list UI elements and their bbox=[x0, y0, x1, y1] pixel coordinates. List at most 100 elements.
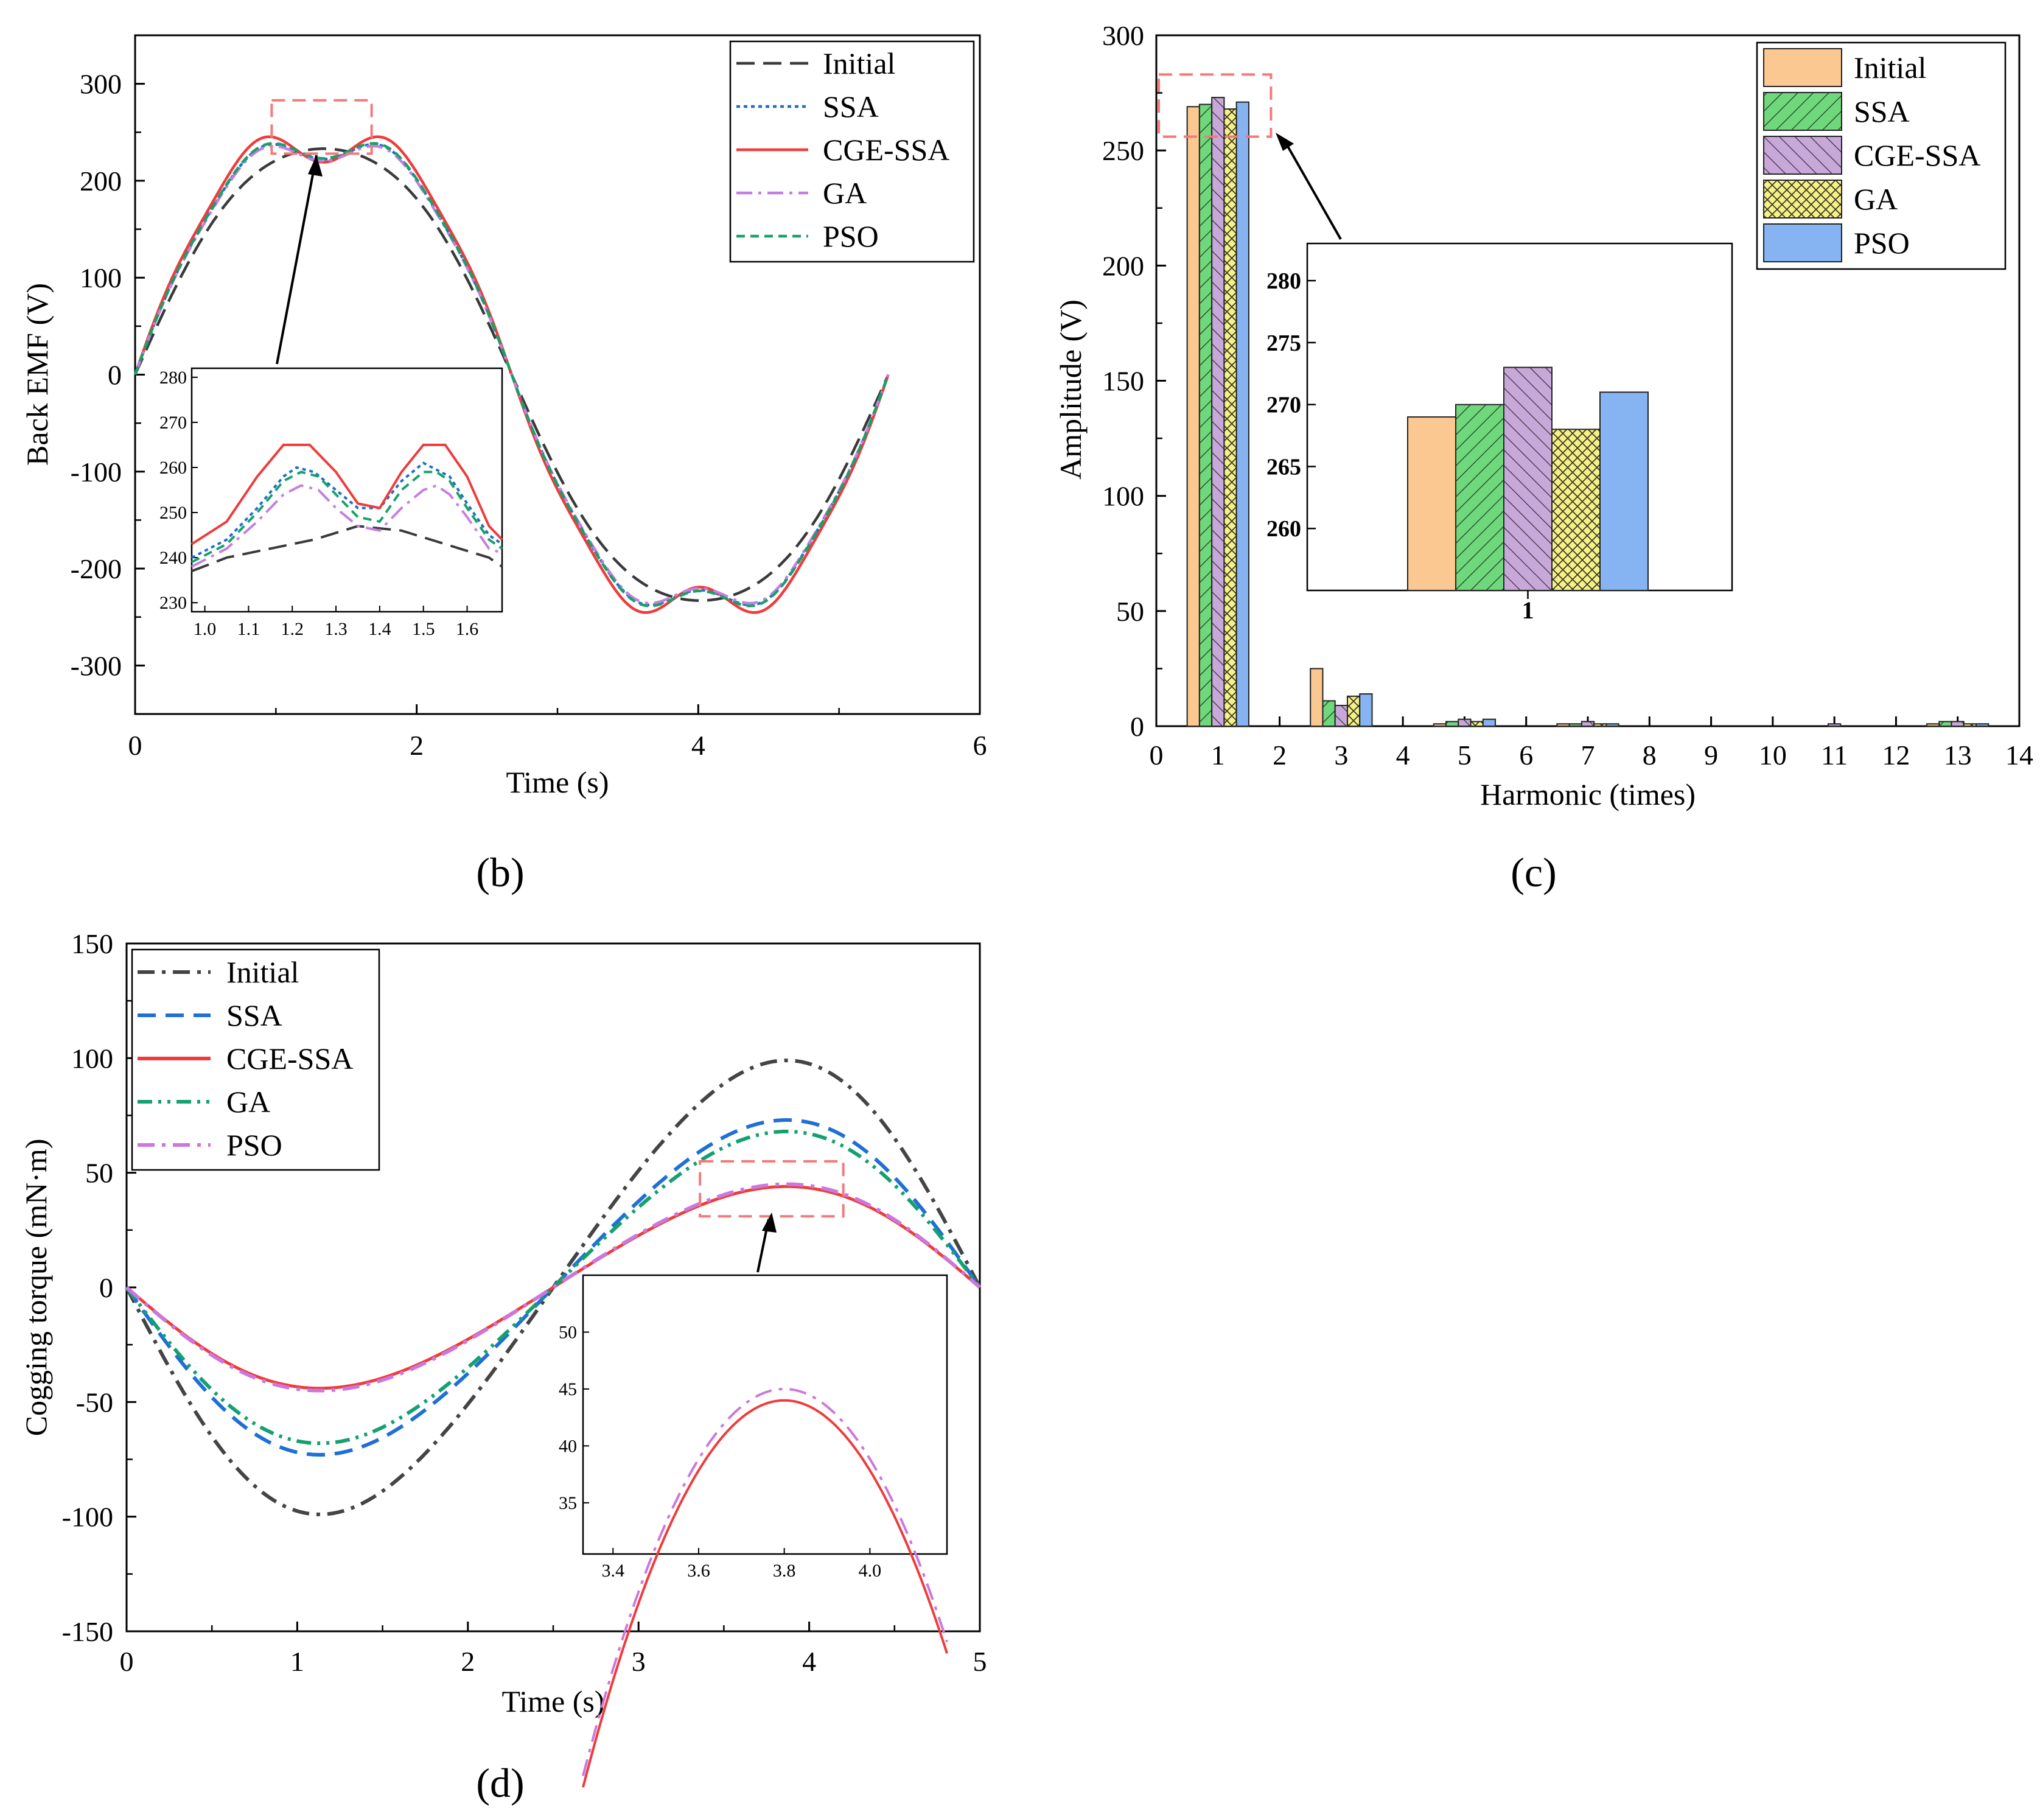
inset-y-tick-label-d: 50 bbox=[559, 1322, 577, 1342]
inset-x-tick-label-b: 1.0 bbox=[194, 619, 217, 639]
zoom-arrowhead-d bbox=[762, 1213, 777, 1233]
legend-label-b: SSA bbox=[823, 89, 879, 124]
inset-series-line-ga bbox=[191, 484, 503, 568]
series-line-ga bbox=[133, 144, 890, 605]
legend-swatch-c bbox=[1763, 48, 1842, 87]
legend-c: Initial SSA CGE-SSA GA PSO bbox=[1756, 41, 2007, 270]
legend-label-b: PSO bbox=[823, 219, 879, 253]
legend-label-c: Initial bbox=[1854, 51, 1926, 85]
inset-y-tick-label-b: 270 bbox=[159, 413, 187, 433]
bar-ga-h7 bbox=[1593, 723, 1607, 727]
bar-initial-h3 bbox=[1310, 668, 1324, 727]
y-tick-label-d: 0 bbox=[99, 1272, 113, 1303]
zoom-box-b bbox=[270, 99, 373, 155]
xlabel-b: Time (s) bbox=[506, 765, 609, 799]
y-tick-label-d: -50 bbox=[76, 1387, 113, 1418]
x-tick-label-c: 5 bbox=[1458, 740, 1472, 771]
xlabel-c: Harmonic (times) bbox=[1480, 777, 1696, 811]
bar-cge-ssa-h3 bbox=[1334, 704, 1348, 727]
y-tick-label-c: 250 bbox=[1102, 135, 1144, 166]
legend-label-d: CGE-SSA bbox=[226, 1041, 353, 1076]
bar-initial-h5 bbox=[1433, 723, 1447, 727]
y-tick-label-b: -100 bbox=[71, 457, 122, 488]
inset-series-line-cge-ssa bbox=[582, 1399, 948, 1788]
legend-label-d: Initial bbox=[226, 955, 299, 989]
inset-y-tick-label-b: 280 bbox=[159, 368, 187, 388]
legend-label-b: Initial bbox=[823, 46, 895, 80]
bar-ga-h5 bbox=[1470, 721, 1484, 727]
inset-x-tick-label-d: 3.8 bbox=[773, 1561, 796, 1581]
x-tick-label-d: 0 bbox=[120, 1646, 134, 1677]
x-tick-label-d: 4 bbox=[802, 1646, 816, 1677]
x-tick-label-c: 10 bbox=[1759, 740, 1787, 771]
inset-x-tick-label-b: 1.3 bbox=[324, 619, 348, 639]
x-tick-label-c: 13 bbox=[1944, 740, 1972, 771]
bar-cge-ssa-h1 bbox=[1211, 97, 1225, 727]
bar-ga-h1 bbox=[1223, 108, 1237, 727]
bar-initial-h13 bbox=[1926, 723, 1940, 727]
panel-label-b: (b) bbox=[476, 849, 524, 895]
x-tick-label-b: 6 bbox=[973, 730, 987, 761]
zoom-arrow-b bbox=[276, 155, 318, 365]
legend-label-d: PSO bbox=[226, 1128, 282, 1162]
y-tick-label-d: -150 bbox=[62, 1616, 113, 1647]
series-line-pso bbox=[125, 1182, 981, 1393]
inset-y-tick-label-c: 275 bbox=[1266, 331, 1301, 356]
inset-frame-b bbox=[190, 367, 503, 613]
inset-y-tick-label-c: 265 bbox=[1266, 454, 1301, 480]
y-tick-label-d: 150 bbox=[71, 928, 113, 959]
panel-label-d: (d) bbox=[476, 1760, 524, 1806]
x-tick-label-c: 6 bbox=[1519, 740, 1533, 771]
x-tick-label-d: 2 bbox=[461, 1646, 475, 1677]
legend-swatch-c bbox=[1763, 92, 1842, 131]
x-tick-label-d: 3 bbox=[632, 1646, 646, 1677]
xlabel-d: Time (s) bbox=[501, 1684, 604, 1718]
bar-ssa-h13 bbox=[1938, 721, 1952, 727]
ylabel-c: Amplitude (V) bbox=[1053, 299, 1088, 480]
inset-x-tick-label-c: 1 bbox=[1522, 597, 1534, 624]
legend-label-b: CGE-SSA bbox=[823, 133, 949, 167]
bar-ga-h13 bbox=[1963, 723, 1977, 727]
inset-frame-d bbox=[582, 1274, 948, 1555]
inset-x-tick-label-b: 1.2 bbox=[281, 619, 304, 639]
y-tick-label-c: 200 bbox=[1102, 250, 1144, 281]
bar-ssa-h7 bbox=[1568, 723, 1582, 727]
y-tick-label-c: 100 bbox=[1102, 481, 1144, 512]
bar-initial-h7 bbox=[1556, 723, 1570, 727]
bar-cge-ssa-h13 bbox=[1951, 721, 1965, 727]
inset-y-tick-label-d: 45 bbox=[559, 1379, 577, 1399]
bar-pso-h3 bbox=[1359, 693, 1373, 727]
inset-y-tick-label-c: 260 bbox=[1266, 516, 1301, 542]
inset-y-tick-label-c: 270 bbox=[1266, 393, 1301, 418]
series-line-ssa bbox=[125, 1118, 982, 1457]
inset-series-line-ssa bbox=[191, 461, 503, 559]
bar-cge-ssa-h7 bbox=[1581, 721, 1595, 727]
x-tick-label-d: 1 bbox=[290, 1646, 304, 1677]
inset-y-tick-label-b: 250 bbox=[159, 503, 187, 523]
inset-x-tick-label-b: 1.6 bbox=[456, 619, 479, 639]
y-tick-label-d: 50 bbox=[85, 1158, 113, 1189]
y-tick-label-b: -300 bbox=[71, 650, 122, 681]
y-tick-label-d: 100 bbox=[71, 1043, 113, 1074]
bar-cge-ssa-h5 bbox=[1458, 718, 1472, 727]
bar-ga-h3 bbox=[1346, 695, 1361, 727]
legend-label-c: GA bbox=[1854, 182, 1898, 216]
panel-b-back-emf: Time (s) Back EMF (V) 0 2 4 6 -300 -200 -100 0 1… bbox=[20, 34, 987, 895]
legend-label-c: SSA bbox=[1854, 94, 1910, 128]
y-tick-label-b: 200 bbox=[80, 166, 122, 197]
inset-x-tick-label-b: 1.4 bbox=[368, 619, 391, 639]
bar-pso-h13 bbox=[1975, 723, 1989, 727]
inset-series-line-pso bbox=[191, 471, 503, 564]
x-tick-label-b: 4 bbox=[691, 730, 705, 761]
inset-y-tick-label-b: 260 bbox=[159, 458, 187, 478]
series-line-ga bbox=[125, 1129, 982, 1446]
x-tick-label-c: 14 bbox=[2005, 740, 2033, 771]
legend-b: Initial SSA CGE-SSA GA PSO bbox=[729, 40, 975, 263]
y-tick-label-c: 50 bbox=[1116, 596, 1144, 627]
zoom-arrowhead-c bbox=[1276, 133, 1294, 151]
zoom-arrow-c bbox=[1283, 139, 1342, 240]
zoom-box-c bbox=[1158, 73, 1273, 138]
bar-pso-h7 bbox=[1605, 723, 1619, 727]
inset-y-tick-label-b: 240 bbox=[159, 548, 187, 568]
